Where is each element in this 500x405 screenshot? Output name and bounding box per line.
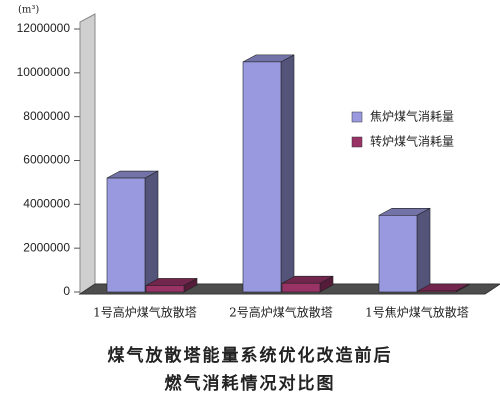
legend-label: 焦炉煤气消耗量 [370,109,454,124]
y-tick-label: 10000000 [17,65,71,79]
bar [145,277,198,293]
y-tick-label: 2000000 [23,240,70,254]
bar-side [280,54,295,293]
x-tick-label: 1号焦炉煤气放散塔 [365,305,469,320]
bar-front [145,285,185,293]
x-tick-label: 1号高炉煤气放散塔 [93,305,197,320]
y-tick-label: 12000000 [17,21,71,35]
x-tick-label: 2号高炉煤气放散塔 [229,305,333,320]
bar [417,283,470,293]
chart-title: 燃气消耗情况对比图 [165,373,336,394]
chart-title: 煤气放散塔能量系统优化改造前后 [108,345,393,366]
bar [378,207,431,293]
unit-label: (m³) [18,5,39,16]
bar-front [281,282,321,293]
y-tick-label: 4000000 [23,197,70,211]
y-tick-label: 0 [63,284,70,298]
bar [242,54,295,293]
bar-front [242,61,282,293]
bar-front [106,177,146,293]
y-tick-label: 6000000 [23,153,70,167]
bar [106,170,159,293]
back-wall [79,13,96,295]
bar-side [144,170,159,293]
legend-label: 转炉煤气消耗量 [370,134,454,149]
bar [281,275,334,293]
bar-front [378,214,418,293]
y-tick-label: 8000000 [23,109,70,123]
legend-swatch [351,111,363,123]
bar-side [416,207,431,293]
bar-front [417,290,457,293]
legend-swatch [351,136,363,148]
